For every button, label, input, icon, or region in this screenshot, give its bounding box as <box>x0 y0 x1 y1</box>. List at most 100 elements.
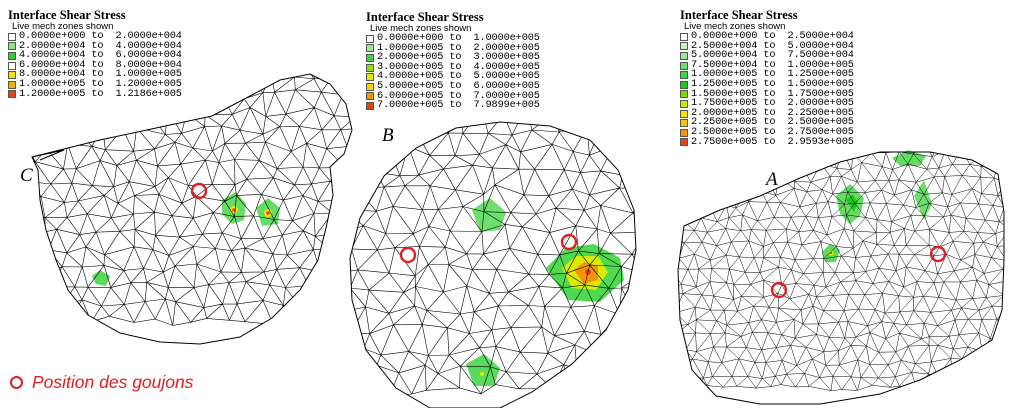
legend-swatch <box>680 32 688 41</box>
stud-position-note: Position des goujons <box>10 372 194 393</box>
legend-row: 1.0000e+005 to 1.2500e+005 <box>680 68 854 81</box>
legend-swatch <box>680 51 688 60</box>
legend-rows: 0.0000e+000 to 2.5000e+004 2.5000e+004 to… <box>680 30 854 148</box>
legend-swatch <box>366 92 374 101</box>
legend-b: Interface Shear Stress Live mech zones s… <box>366 10 540 111</box>
legend-row: 2.0000e+005 to 3.0000e+005 <box>366 51 540 64</box>
legend-row: 2.0000e+004 to 4.0000e+004 <box>8 39 182 52</box>
mesh-outline <box>31 73 353 345</box>
legend-row: 1.0000e+005 to 2.0000e+005 <box>366 41 540 54</box>
stud-ring-a2 <box>929 245 947 263</box>
legend-swatch <box>680 90 688 99</box>
legend-range: 6.0000e+005 to 7.0000e+005 <box>377 89 540 102</box>
legend-c: Interface Shear Stress Live mech zones s… <box>8 8 182 99</box>
legend-swatch <box>366 73 374 82</box>
legend-swatch <box>680 42 688 51</box>
legend-range: 7.0000e+005 to 7.9899e+005 <box>377 99 540 112</box>
legend-range: 1.7500e+005 to 2.0000e+005 <box>691 97 854 110</box>
stud-ring-b2 <box>560 233 578 251</box>
legend-row: 1.0000e+005 to 1.2000e+005 <box>8 77 182 90</box>
legend-swatch <box>680 119 688 128</box>
panel-label-c: C <box>20 165 33 186</box>
legend-swatch <box>680 71 688 80</box>
legend-range: 0.0000e+000 to 1.0000e+005 <box>377 32 540 44</box>
mesh-outline <box>349 121 637 408</box>
legend-swatch <box>366 34 374 43</box>
legend-range: 1.0000e+005 to 2.0000e+005 <box>377 41 540 54</box>
legend-row: 7.5000e+004 to 1.0000e+005 <box>680 58 854 71</box>
legend-row: 1.2500e+005 to 1.5000e+005 <box>680 77 854 90</box>
legend-row: 2.2500e+005 to 2.5000e+005 <box>680 116 854 129</box>
legend-range: 2.0000e+004 to 4.0000e+004 <box>19 39 182 52</box>
legend-range: 4.0000e+004 to 6.0000e+004 <box>19 49 182 62</box>
legend-row: 7.0000e+005 to 7.9899e+005 <box>366 99 540 112</box>
legend-range: 8.0000e+004 to 1.0000e+005 <box>19 68 182 81</box>
legend-range: 2.0000e+005 to 2.2500e+005 <box>691 106 854 119</box>
stud-ring-c <box>190 182 208 200</box>
legend-row: 1.5000e+005 to 1.7500e+005 <box>680 87 854 100</box>
legend-range: 1.5000e+005 to 1.7500e+005 <box>691 87 854 100</box>
legend-row: 1.2000e+005 to 1.2186e+005 <box>8 87 182 100</box>
stud-ring-b1 <box>399 246 417 264</box>
legend-range: 6.0000e+004 to 8.0000e+004 <box>19 58 182 71</box>
legend-range: 2.0000e+005 to 3.0000e+005 <box>377 51 540 64</box>
legend-range: 2.7500e+005 to 2.9593e+005 <box>691 135 854 148</box>
legend-range: 1.0000e+005 to 1.2000e+005 <box>19 77 182 90</box>
legend-swatch <box>366 44 374 53</box>
legend-range: 5.0000e+004 to 7.5000e+004 <box>691 49 854 62</box>
legend-row: 1.7500e+005 to 2.0000e+005 <box>680 97 854 110</box>
legend-swatch <box>8 61 16 70</box>
legend-row: 0.0000e+000 to 1.0000e+005 <box>366 32 540 44</box>
legend-row: 5.0000e+005 to 6.0000e+005 <box>366 79 540 92</box>
mesh-edges <box>350 122 636 396</box>
mesh-lines <box>678 152 1004 392</box>
legend-swatch <box>8 80 16 89</box>
legend-row: 2.0000e+005 to 2.2500e+005 <box>680 106 854 119</box>
legend-range: 3.0000e+005 to 4.0000e+005 <box>377 60 540 73</box>
legend-row: 8.0000e+004 to 1.0000e+005 <box>8 68 182 81</box>
legend-swatch <box>366 63 374 72</box>
legend-range: 2.2500e+005 to 2.5000e+005 <box>691 116 854 129</box>
legend-row: 2.5000e+004 to 5.0000e+004 <box>680 39 854 52</box>
legend-range: 4.0000e+005 to 5.0000e+005 <box>377 70 540 83</box>
legend-row: 6.0000e+005 to 7.0000e+005 <box>366 89 540 102</box>
legend-rows: 0.0000e+000 to 1.0000e+005 1.0000e+005 to… <box>366 32 540 112</box>
legend-swatch <box>366 82 374 91</box>
legend-range: 1.2500e+005 to 1.5000e+005 <box>691 77 854 90</box>
legend-swatch <box>680 61 688 70</box>
legend-swatch <box>366 101 374 110</box>
mesh-edges <box>678 152 1004 392</box>
legend-range: 0.0000e+000 to 2.0000e+004 <box>19 30 182 42</box>
legend-swatch <box>8 51 16 60</box>
legend-range: 5.0000e+005 to 6.0000e+005 <box>377 79 540 92</box>
legend-swatch <box>680 138 688 147</box>
stud-ring-a1 <box>770 281 788 299</box>
mesh-lines <box>350 122 636 396</box>
legend-range: 1.0000e+005 to 1.2500e+005 <box>691 68 854 81</box>
stud-ring-icon <box>10 376 23 389</box>
panel-label-b: B <box>382 125 394 146</box>
legend-row: 4.0000e+005 to 5.0000e+005 <box>366 70 540 83</box>
legend-subtitle: Live mech zones shown <box>684 21 786 32</box>
legend-subtitle: Live mech zones shown <box>370 23 472 34</box>
legend-swatch <box>680 109 688 118</box>
legend-range: 0.0000e+000 to 2.5000e+004 <box>691 30 854 42</box>
legend-row: 3.0000e+005 to 4.0000e+005 <box>366 60 540 73</box>
legend-range: 2.5000e+005 to 2.7500e+005 <box>691 125 854 138</box>
legend-row: 0.0000e+000 to 2.5000e+004 <box>680 30 854 42</box>
legend-title: Interface Shear Stress <box>366 10 484 24</box>
legend-range: 1.2000e+005 to 1.2186e+005 <box>19 87 182 100</box>
stud-position-label: Position des goujons <box>32 372 194 392</box>
legend-swatch <box>680 99 688 108</box>
legend-row: 2.5000e+005 to 2.7500e+005 <box>680 125 854 138</box>
legend-range: 7.5000e+004 to 1.0000e+005 <box>691 58 854 71</box>
legend-row: 4.0000e+004 to 6.0000e+004 <box>8 49 182 62</box>
mesh-notch <box>31 149 65 161</box>
legend-swatch <box>8 90 16 99</box>
legend-row: 6.0000e+004 to 8.0000e+004 <box>8 58 182 71</box>
legend-range: 2.5000e+004 to 5.0000e+004 <box>691 39 854 52</box>
legend-swatch <box>8 71 16 80</box>
